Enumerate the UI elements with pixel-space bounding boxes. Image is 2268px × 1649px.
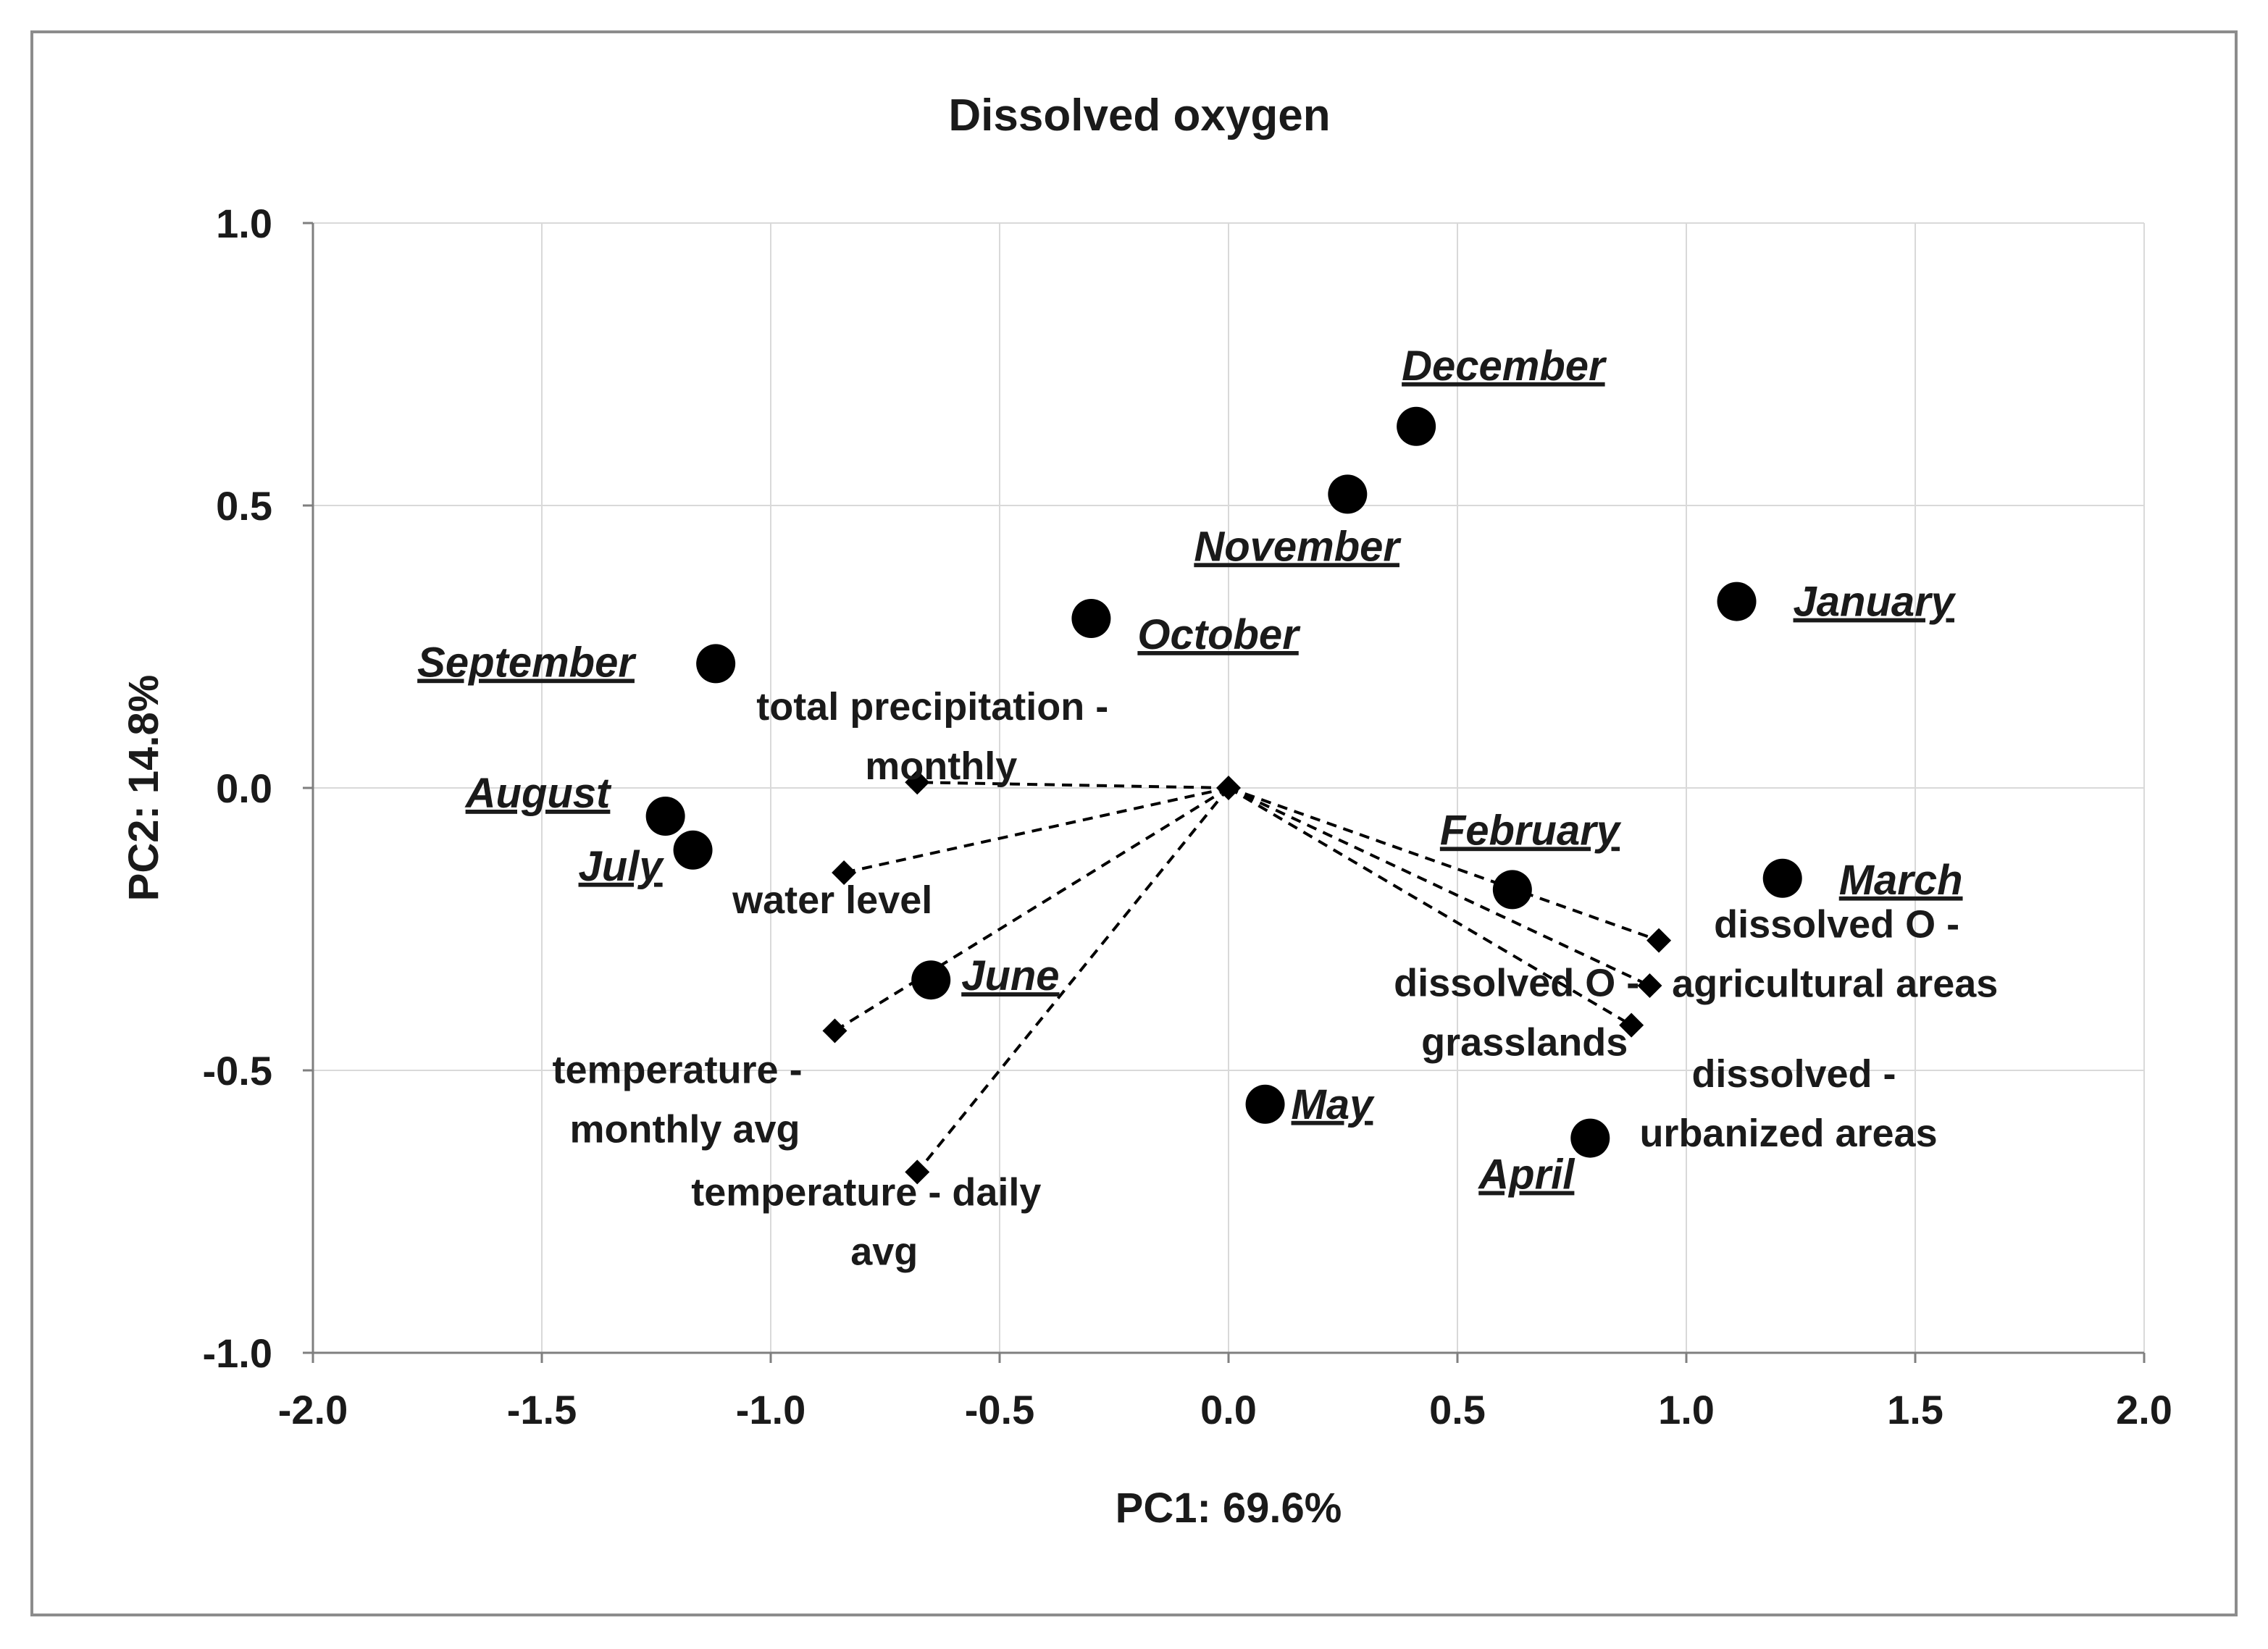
loading-line-dissolved-urbanized-areas	[1228, 786, 1651, 987]
month-label-march: March	[1839, 857, 1963, 904]
y-tick-label: -1.0	[203, 1330, 273, 1376]
month-label-september: September	[417, 639, 637, 686]
loading-line-water-level	[843, 786, 1229, 874]
variable-marker-dissolved-urbanized-areas	[1637, 973, 1662, 998]
variable-marker-dissolved-o-agricultural-areas	[1646, 928, 1672, 953]
y-tick-label: -0.5	[203, 1048, 273, 1094]
variable-label-total-precipitation-monthly: total precipitation -monthly	[756, 685, 1108, 788]
variable-marker-total-precipitation-monthly	[905, 770, 930, 795]
loading-line-dissolved-o-grasslands	[1227, 786, 1633, 1027]
x-tick-label: 0.0	[1200, 1387, 1257, 1432]
x-tick-label: 1.5	[1887, 1387, 1943, 1432]
month-label-june: June	[961, 952, 1059, 999]
variable-label-temperature-daily-avg: temperature - daily avg	[691, 1170, 1041, 1273]
loading-line-temperature-daily-avg	[916, 786, 1230, 1173]
y-tick-label: 0.5	[216, 483, 272, 529]
x-axis-label: PC1: 69.6%	[1116, 1485, 1342, 1532]
variable-marker-temperature-daily-avg	[905, 1159, 930, 1185]
variable-marker-water-level	[832, 860, 857, 885]
month-point-june	[911, 960, 951, 1000]
month-point-april	[1570, 1118, 1610, 1158]
month-label-december: December	[1402, 343, 1607, 390]
x-tick-label: -2.0	[278, 1387, 348, 1432]
x-tick-label: 1.0	[1658, 1387, 1715, 1432]
month-point-november	[1328, 474, 1368, 514]
month-point-january	[1717, 582, 1757, 621]
variable-label-dissolved-o-grasslands: dissolved O -grasslands	[1394, 962, 1639, 1065]
month-label-may: May	[1292, 1081, 1376, 1128]
month-label-january: January	[1794, 579, 1957, 626]
x-tick-label: 0.5	[1429, 1387, 1486, 1432]
variable-marker-dissolved-o-grasslands	[1619, 1012, 1644, 1038]
loading-line-dissolved-o-agricultural-areas	[1228, 786, 1660, 942]
variable-label-water-level: water level	[732, 878, 932, 922]
axes	[303, 222, 2146, 1363]
loading-vectors	[834, 781, 1660, 1173]
tick-labels: -2.0 -1.5 -1.0 -0.5 0.0 0.5 1.0 1.5 2.0 1.0 0.5 0.0…	[203, 201, 2172, 1432]
month-label-february: February	[1440, 807, 1622, 854]
variable-label-dissolved-urbanized-areas: dissolved -urbanized areas	[1639, 1052, 1937, 1155]
variable-label-temperature-monthly-avg: temperature -monthly avg	[552, 1048, 802, 1151]
month-point-march	[1762, 858, 1802, 898]
month-point-february	[1492, 870, 1532, 910]
month-label-august: August	[464, 770, 612, 817]
origin-marker	[1216, 776, 1241, 800]
month-label-november: November	[1194, 523, 1402, 570]
month-point-september	[696, 644, 736, 684]
chart-border	[30, 30, 2238, 1616]
x-tick-label: 2.0	[2116, 1387, 2172, 1432]
x-tick-label: -1.0	[736, 1387, 806, 1432]
month-point-august	[645, 797, 685, 836]
variable-marker-temperature-monthly-avg	[822, 1018, 848, 1044]
x-tick-label: -1.5	[507, 1387, 577, 1432]
variable-label-dissolved-o-agricultural-areas: dissolved O -agricultural areas	[1672, 903, 1998, 1006]
data-points	[645, 406, 1802, 1185]
y-tick-label: 1.0	[216, 201, 272, 246]
month-label-april: April	[1477, 1151, 1576, 1199]
month-point-july	[673, 830, 713, 870]
month-label-october: October	[1137, 611, 1301, 658]
month-point-october	[1071, 599, 1111, 638]
y-tick-label: 0.0	[216, 765, 272, 811]
month-point-may	[1245, 1084, 1285, 1124]
loading-line-temperature-monthly-avg	[834, 786, 1230, 1033]
month-label-july: July	[579, 843, 665, 890]
month-point-december	[1397, 406, 1436, 446]
chart-title: Dissolved oxygen	[948, 91, 1330, 140]
point-labels: total precipitation -monthly water level t…	[417, 343, 1998, 1274]
x-tick-label: -0.5	[965, 1387, 1035, 1432]
y-axis-label: PC2: 14.8%	[120, 675, 167, 902]
gridlines	[313, 222, 2145, 1353]
